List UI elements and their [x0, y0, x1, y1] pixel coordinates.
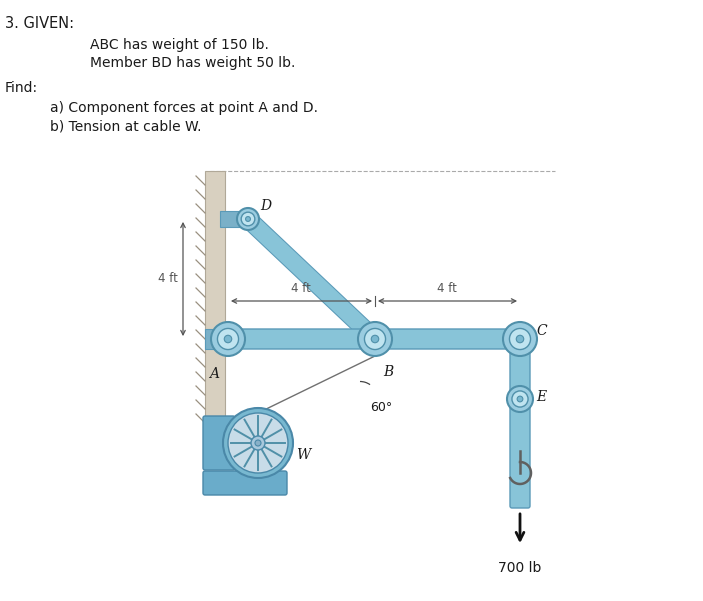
Circle shape [245, 216, 250, 221]
Bar [220, 211, 240, 227]
FancyBboxPatch shape [203, 471, 287, 495]
Circle shape [217, 329, 238, 350]
Bar [205, 329, 233, 349]
Circle shape [507, 386, 533, 412]
FancyBboxPatch shape [203, 416, 235, 470]
Text: 4 ft: 4 ft [291, 282, 311, 295]
Bar [205, 171, 225, 433]
Circle shape [517, 396, 523, 402]
Text: D: D [260, 199, 271, 213]
Circle shape [364, 329, 385, 350]
Circle shape [503, 322, 537, 356]
Text: 3. GIVEN:: 3. GIVEN: [5, 16, 74, 31]
Circle shape [358, 322, 392, 356]
FancyBboxPatch shape [226, 329, 522, 349]
Circle shape [223, 408, 293, 478]
Text: 4 ft: 4 ft [437, 282, 457, 295]
Text: E: E [536, 390, 546, 404]
Text: C: C [536, 324, 547, 338]
Circle shape [255, 440, 261, 446]
Circle shape [224, 335, 232, 343]
Text: 700 lb: 700 lb [498, 561, 542, 575]
Circle shape [371, 335, 379, 343]
Circle shape [510, 329, 531, 350]
Text: Member BD has weight 50 lb.: Member BD has weight 50 lb. [90, 56, 295, 70]
Text: B: B [383, 365, 393, 379]
Circle shape [237, 208, 259, 230]
FancyBboxPatch shape [510, 337, 530, 508]
Text: ABC has weight of 150 lb.: ABC has weight of 150 lb. [90, 38, 269, 52]
Text: a) Component forces at point A and D.: a) Component forces at point A and D. [50, 101, 318, 115]
Circle shape [251, 436, 265, 450]
Text: A: A [209, 367, 219, 381]
Circle shape [241, 212, 254, 226]
Circle shape [512, 391, 528, 407]
Circle shape [228, 413, 288, 473]
Text: 60°: 60° [370, 401, 392, 414]
Circle shape [211, 322, 245, 356]
Text: Find:: Find: [5, 81, 38, 95]
Circle shape [516, 335, 524, 343]
Text: 4 ft: 4 ft [158, 272, 178, 285]
Text: b) Tension at cable W.: b) Tension at cable W. [50, 119, 202, 133]
Text: W: W [296, 448, 310, 462]
